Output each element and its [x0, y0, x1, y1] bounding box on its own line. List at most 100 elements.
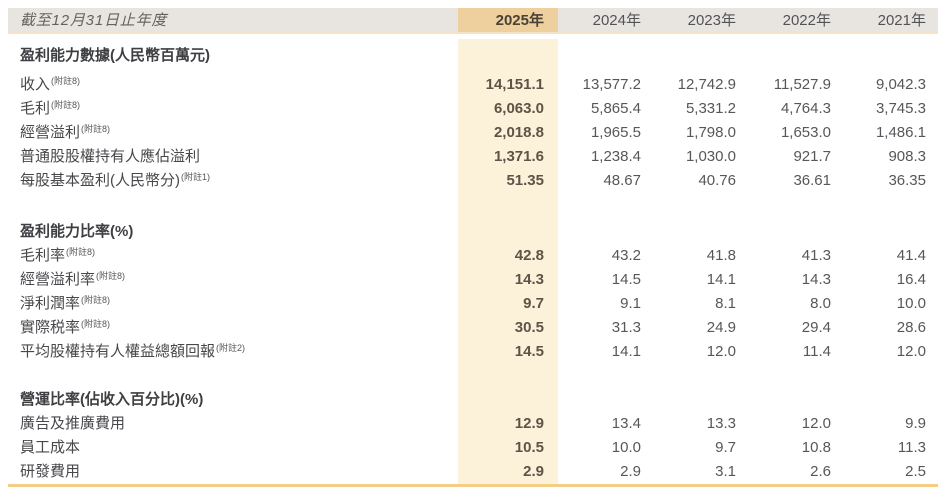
value-cell: [653, 220, 748, 244]
value-cell: 14.3: [458, 268, 558, 292]
value-cell: 12.0: [706, 343, 736, 360]
table-row: 普通股股權持有人應佔溢利 1,371.6 1,238.4 1,030.0 921.7 90…: [8, 145, 938, 169]
value-cell: [558, 364, 653, 388]
value-cell: [748, 388, 843, 412]
year-header-2021: 2021年: [843, 8, 938, 32]
value-cell: 12.0: [801, 415, 831, 432]
table-row: 毛利率(附註8) 42.8 43.2 41.8 41.3 41.4: [8, 244, 938, 268]
value-cell: 2.9: [458, 460, 558, 484]
value-cell: 1,030.0: [685, 148, 736, 165]
value-cell: 10.0: [611, 439, 641, 456]
value-cell: 3,745.3: [875, 100, 926, 117]
value-cell: 14,151.1: [458, 73, 558, 97]
footnote-superscript: (附註2): [216, 343, 246, 353]
value-cell: [843, 39, 938, 73]
value-cell: 14.3: [801, 271, 831, 288]
value-cell: [458, 193, 558, 220]
value-cell: [748, 193, 843, 220]
value-cell: 14.5: [611, 271, 641, 288]
row-label: 實際税率: [20, 319, 81, 336]
value-cell: 908.3: [888, 148, 926, 165]
value-cell: 41.4: [896, 247, 926, 264]
row-label: 毛利: [20, 100, 51, 117]
row-label: 經營溢利率: [20, 271, 96, 288]
value-cell: [653, 388, 748, 412]
value-cell: [653, 364, 748, 388]
value-cell: 29.4: [801, 319, 831, 336]
value-cell: 9.7: [458, 292, 558, 316]
row-label-cell: 實際税率(附註8): [8, 316, 458, 340]
value-cell: [458, 39, 558, 73]
value-cell: 9.1: [620, 295, 641, 312]
value-cell: 51.35: [458, 169, 558, 193]
value-cell: 2,018.8: [458, 121, 558, 145]
value-cell: 8.1: [715, 295, 736, 312]
value-cell: 2.5: [905, 463, 926, 480]
table-row: 廣告及推廣費用 12.9 13.4 13.3 12.0 9.9: [8, 412, 938, 436]
value-cell: 6,063.0: [458, 97, 558, 121]
year-header-2022: 2022年: [748, 8, 843, 32]
value-cell: [748, 39, 843, 73]
row-label: 淨利潤率: [20, 295, 81, 312]
footnote-superscript: (附註8): [66, 247, 96, 257]
value-cell: 1,965.5: [590, 124, 641, 141]
bottom-rule: [8, 484, 938, 487]
value-cell: [458, 364, 558, 388]
value-cell: [653, 193, 748, 220]
value-cell: [653, 39, 748, 73]
table-row: 平均股權持有人權益總額回報(附註2) 14.5 14.1 12.0 11.4 12.0: [8, 340, 938, 364]
row-label-cell: 廣告及推廣費用: [8, 412, 458, 436]
value-cell: 1,371.6: [458, 145, 558, 169]
value-cell: [843, 193, 938, 220]
value-cell: 36.61: [793, 172, 831, 189]
row-label-cell: 淨利潤率(附註8): [8, 292, 458, 316]
value-cell: 14.5: [458, 340, 558, 364]
table-row: 收入(附註8) 14,151.1 13,577.2 12,742.9 11,527.9 9…: [8, 73, 938, 97]
row-label-cell: 毛利(附註8): [8, 97, 458, 121]
row-label-cell: 每股基本盈利(人民幣分)(附註1): [8, 169, 458, 193]
value-cell: [558, 220, 653, 244]
value-cell: 5,331.2: [685, 100, 736, 117]
footnote-superscript: (附註8): [81, 319, 111, 329]
row-label-cell: 平均股權持有人權益總額回報(附註2): [8, 340, 458, 364]
value-cell: 5,865.4: [590, 100, 641, 117]
year-header-2023: 2023年: [653, 8, 748, 32]
value-cell: 1,798.0: [685, 124, 736, 141]
value-cell: 13.4: [611, 415, 641, 432]
table-row: 淨利潤率(附註8) 9.7 9.1 8.1 8.0 10.0: [8, 292, 938, 316]
value-cell: [458, 220, 558, 244]
value-cell: 1,238.4: [590, 148, 641, 165]
section-gap: [8, 193, 938, 220]
value-cell: 40.76: [698, 172, 736, 189]
value-cell: [748, 220, 843, 244]
footnote-superscript: (附註1): [181, 172, 210, 182]
value-cell: 24.9: [706, 319, 736, 336]
value-cell: [843, 220, 938, 244]
value-cell: 12,742.9: [677, 76, 736, 93]
row-label-cell: 經營溢利率(附註8): [8, 268, 458, 292]
footnote-superscript: (附註8): [81, 124, 111, 134]
value-cell: [458, 388, 558, 412]
value-cell: 14.1: [706, 271, 736, 288]
row-label-cell: 員工成本: [8, 436, 458, 460]
row-label: 毛利率: [20, 247, 66, 264]
value-cell: 41.3: [801, 247, 831, 264]
row-label: 普通股股權持有人應佔溢利: [20, 148, 201, 165]
footnote-superscript: (附註8): [51, 76, 81, 86]
value-cell: 42.8: [458, 244, 558, 268]
year-header-2025: 2025年: [458, 8, 558, 32]
value-cell: 10.0: [896, 295, 926, 312]
section-gap: [8, 364, 938, 388]
footnote-superscript: (附註8): [96, 271, 126, 281]
value-cell: [843, 388, 938, 412]
value-cell: 12.0: [896, 343, 926, 360]
table-row: 每股基本盈利(人民幣分)(附註1) 51.35 48.67 40.76 36.61 36.…: [8, 169, 938, 193]
value-cell: 9.7: [715, 439, 736, 456]
table-row: 員工成本 10.5 10.0 9.7 10.8 11.3: [8, 436, 938, 460]
row-label: 員工成本: [20, 439, 81, 456]
value-cell: [748, 364, 843, 388]
value-cell: 10.8: [801, 439, 831, 456]
row-label-cell: 普通股股權持有人應佔溢利: [8, 145, 458, 169]
value-cell: 9,042.3: [875, 76, 926, 93]
row-label-cell: 研發費用: [8, 460, 458, 484]
